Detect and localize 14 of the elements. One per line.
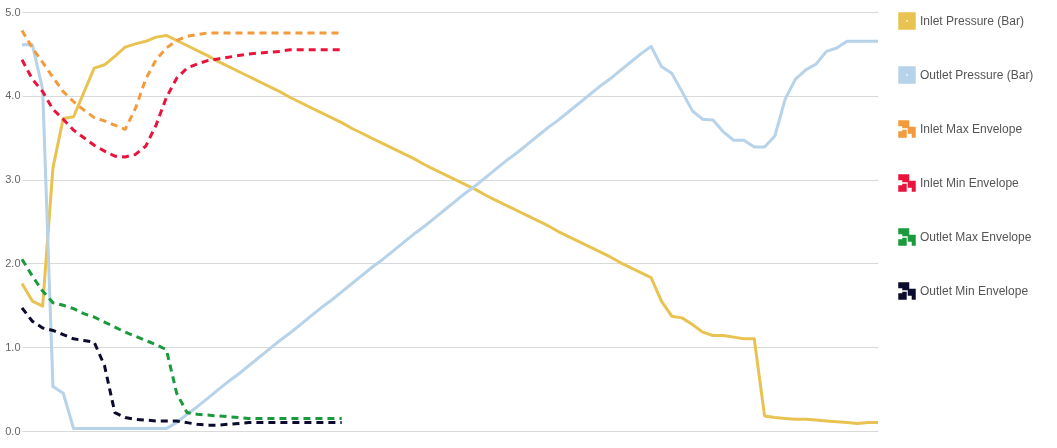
legend-label: Inlet Pressure (Bar)	[920, 14, 1025, 28]
y-tick-label: 3.0	[5, 173, 21, 186]
y-tick-label: 2.0	[5, 256, 21, 269]
y-tick-label: 5.0	[5, 5, 21, 18]
legend-label: Outlet Pressure (Bar)	[920, 68, 1034, 82]
line-series	[20, 257, 344, 420]
y-tick-label: 4.0	[5, 89, 21, 102]
legend-label: Outlet Max Envelope	[920, 230, 1032, 244]
y-tick-label: 1.0	[5, 340, 21, 353]
y-tick-label: 0.0	[5, 424, 21, 437]
legend-label: Inlet Max Envelope	[920, 122, 1023, 136]
legend-label: Inlet Min Envelope	[920, 176, 1020, 190]
legend-label: Outlet Min Envelope	[920, 284, 1029, 298]
line-series	[20, 306, 344, 427]
